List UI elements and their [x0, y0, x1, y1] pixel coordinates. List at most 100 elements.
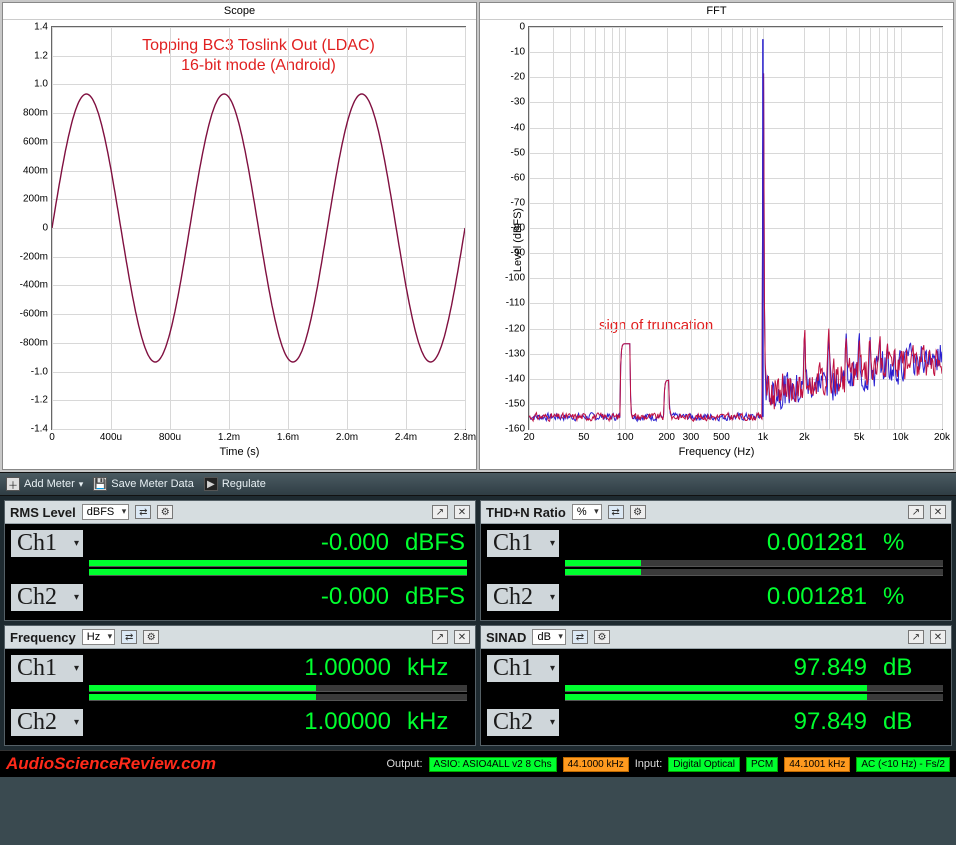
status-bar: AudioScienceReview.com Output: ASIO: ASI… [0, 750, 956, 777]
thdn-title: THD+N Ratio [486, 505, 566, 520]
input-format-chip[interactable]: PCM [746, 757, 778, 772]
fft-title: FFT [480, 3, 953, 20]
regulate-button[interactable]: ▶ Regulate [204, 477, 266, 491]
fft-xlabel: Frequency (Hz) [679, 446, 755, 458]
thdn-ch2-reading: 0.001281% [559, 583, 945, 611]
chevron-down-icon: ▾ [550, 663, 559, 674]
sinad-ch2-bar [565, 694, 867, 700]
freq-body: Ch1▾ 1.00000kHz Ch2▾ 1.00000kHz [5, 649, 475, 745]
output-device-chip[interactable]: ASIO: ASIO4ALL v2 8 Chs [429, 757, 557, 772]
meters-grid: RMS Level dBFS ⇄ ⚙ ↗ ✕ Ch1▾ -0.000dBFS C… [0, 496, 956, 750]
chevron-down-icon: ▾ [74, 663, 83, 674]
rms-body: Ch1▾ -0.000dBFS Ch2▾ -0.000dBFS [5, 524, 475, 620]
rms-unit-select[interactable]: dBFS [82, 504, 130, 520]
freq-meter: Frequency Hz ⇄ ⚙ ↗ ✕ Ch1▾ 1.00000kHz Ch2… [4, 625, 476, 746]
fft-panel: FFT Level (dBFS) sign of truncation 0-10… [479, 2, 954, 470]
rms-ch2-row: Ch2▾ -0.000dBFS [11, 582, 469, 612]
scope-title: Scope [3, 3, 476, 20]
save-icon: 💾 [93, 477, 107, 491]
sinad-body: Ch1▾ 97.849dB Ch2▾ 97.849dB [481, 649, 951, 745]
freq-ch1-row: Ch1▾ 1.00000kHz [11, 653, 469, 683]
sinad-ch2-reading: 97.849dB [559, 708, 945, 736]
thdn-ch1-reading: 0.001281% [559, 529, 945, 557]
popout-icon[interactable]: ↗ [908, 630, 924, 644]
input-coupling-chip[interactable]: AC (<10 Hz) - Fs/2 [856, 757, 950, 772]
freq-ch2-label[interactable]: Ch2▾ [11, 709, 83, 736]
meter-toolbar: ＋ Add Meter ▾ 💾 Save Meter Data ▶ Regula… [0, 472, 956, 496]
gear-icon[interactable]: ⚙ [594, 630, 610, 644]
rms-ch2-bar [89, 569, 467, 575]
sinad-ch1-reading: 97.849dB [559, 654, 945, 682]
brand-label: AudioScienceReview.com [6, 754, 216, 774]
scope-body: Instantaneous Level (D) Topping BC3 Tosl… [3, 20, 476, 460]
sinad-ch2-label[interactable]: Ch2▾ [487, 709, 559, 736]
close-icon[interactable]: ✕ [930, 505, 946, 519]
freq-bars [11, 683, 469, 707]
thdn-ch2-bar [565, 569, 641, 575]
input-rate-chip[interactable]: 44.1001 kHz [784, 757, 850, 772]
fft-body: Level (dBFS) sign of truncation 0-10-20-… [480, 20, 953, 460]
input-label: Input: [635, 758, 663, 770]
freq-ch2-row: Ch2▾ 1.00000kHz [11, 707, 469, 737]
rms-bars [11, 558, 469, 582]
chart-row: Scope Instantaneous Level (D) Topping BC… [0, 0, 956, 472]
thdn-ch2-label[interactable]: Ch2▾ [487, 584, 559, 611]
freq-header: Frequency Hz ⇄ ⚙ ↗ ✕ [5, 626, 475, 649]
regulate-label: Regulate [222, 478, 266, 490]
thdn-body: Ch1▾ 0.001281% Ch2▾ 0.001281% [481, 524, 951, 620]
sinad-unit-select[interactable]: dB [532, 629, 565, 645]
freq-ch2-reading: 1.00000kHz [83, 708, 469, 736]
add-meter-label: Add Meter [24, 478, 75, 490]
sinad-ch1-row: Ch1▾ 97.849dB [487, 653, 945, 683]
add-meter-button[interactable]: ＋ Add Meter ▾ [6, 477, 83, 491]
save-meter-button[interactable]: 💾 Save Meter Data [93, 477, 194, 491]
popout-icon[interactable]: ↗ [908, 505, 924, 519]
sinad-header: SINAD dB ⇄ ⚙ ↗ ✕ [481, 626, 951, 649]
freq-ch1-label[interactable]: Ch1▾ [11, 655, 83, 682]
freq-unit-select[interactable]: Hz [82, 629, 115, 645]
filter-icon[interactable]: ⇄ [135, 505, 151, 519]
close-icon[interactable]: ✕ [930, 630, 946, 644]
thdn-ch1-bar [565, 560, 641, 566]
popout-icon[interactable]: ↗ [432, 505, 448, 519]
save-meter-label: Save Meter Data [111, 478, 194, 490]
scope-panel: Scope Instantaneous Level (D) Topping BC… [2, 2, 477, 470]
rms-title: RMS Level [10, 505, 76, 520]
filter-icon[interactable]: ⇄ [572, 630, 588, 644]
chevron-down-icon: ▾ [79, 479, 84, 490]
freq-ch1-bar [89, 685, 316, 691]
scope-plot-area[interactable]: Topping BC3 Toslink Out (LDAC) 16-bit mo… [51, 26, 466, 430]
thdn-ch1-label[interactable]: Ch1▾ [487, 530, 559, 557]
thdn-unit-select[interactable]: % [572, 504, 602, 520]
fft-plot-area[interactable]: sign of truncation 0-10-20-30-40-50-60-7… [528, 26, 943, 430]
chevron-down-icon: ▾ [550, 592, 559, 603]
chevron-down-icon: ▾ [74, 592, 83, 603]
rms-ch1-label[interactable]: Ch1▾ [11, 530, 83, 557]
output-label: Output: [386, 758, 422, 770]
filter-icon[interactable]: ⇄ [608, 505, 624, 519]
chevron-down-icon: ▾ [550, 538, 559, 549]
chevron-down-icon: ▾ [74, 538, 83, 549]
gear-icon[interactable]: ⚙ [157, 505, 173, 519]
popout-icon[interactable]: ↗ [432, 630, 448, 644]
rms-ch1-bar [89, 560, 467, 566]
thdn-bars [487, 558, 945, 582]
sinad-ch1-bar [565, 685, 867, 691]
close-icon[interactable]: ✕ [454, 505, 470, 519]
thdn-header: THD+N Ratio % ⇄ ⚙ ↗ ✕ [481, 501, 951, 524]
input-device-chip[interactable]: Digital Optical [668, 757, 740, 772]
filter-icon[interactable]: ⇄ [121, 630, 137, 644]
gear-icon[interactable]: ⚙ [630, 505, 646, 519]
rms-ch2-label[interactable]: Ch2▾ [11, 584, 83, 611]
rms-meter: RMS Level dBFS ⇄ ⚙ ↗ ✕ Ch1▾ -0.000dBFS C… [4, 500, 476, 621]
close-icon[interactable]: ✕ [454, 630, 470, 644]
gear-icon[interactable]: ⚙ [143, 630, 159, 644]
sinad-ch1-label[interactable]: Ch1▾ [487, 655, 559, 682]
scope-xlabel: Time (s) [220, 446, 260, 458]
freq-title: Frequency [10, 630, 76, 645]
plus-icon: ＋ [6, 477, 20, 491]
fft-ylabel: Level (dBFS) [512, 208, 524, 272]
rms-ch1-row: Ch1▾ -0.000dBFS [11, 528, 469, 558]
sinad-meter: SINAD dB ⇄ ⚙ ↗ ✕ Ch1▾ 97.849dB Ch2▾ 97.8… [480, 625, 952, 746]
output-rate-chip[interactable]: 44.1000 kHz [563, 757, 629, 772]
